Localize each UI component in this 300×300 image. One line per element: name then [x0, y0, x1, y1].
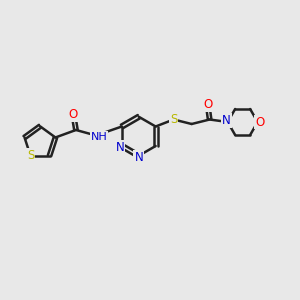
Text: O: O — [69, 109, 78, 122]
Text: O: O — [203, 98, 212, 111]
Text: N: N — [222, 114, 231, 127]
Text: S: S — [27, 149, 34, 162]
Text: S: S — [170, 113, 177, 126]
Text: O: O — [255, 116, 264, 128]
Text: N: N — [116, 141, 124, 154]
Text: N: N — [134, 151, 143, 164]
Text: NH: NH — [91, 132, 107, 142]
